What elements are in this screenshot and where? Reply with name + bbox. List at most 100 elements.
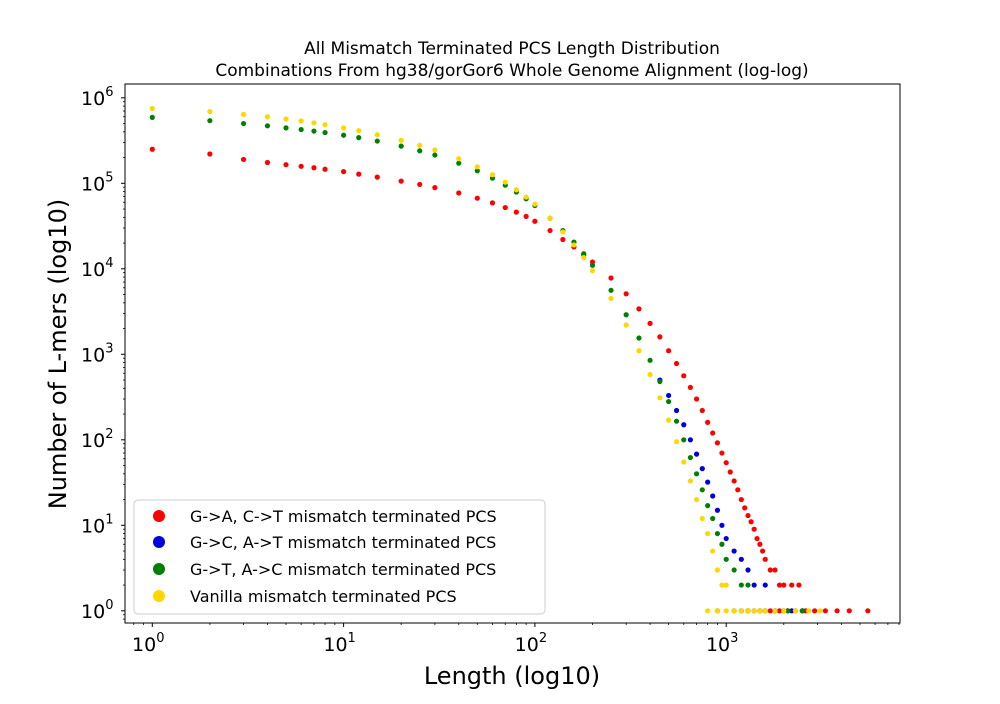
y-tick-base: 10 [81, 601, 105, 623]
data-point-series-1-58 [789, 582, 795, 588]
data-point-series-1-11 [398, 178, 404, 184]
legend-label-3: G->T, A->C mismatch terminated PCS [190, 560, 496, 579]
data-point-series-1-34 [687, 384, 694, 391]
data-point-series-1-10 [374, 174, 380, 180]
data-point-series-4-35 [693, 496, 700, 503]
legend-marker-2 [153, 536, 165, 548]
data-point-series-1-44 [735, 487, 741, 493]
x-axis-label: Length (log10) [424, 662, 600, 690]
data-point-series-1-55 [772, 567, 778, 573]
data-point-series-1-3 [264, 159, 271, 166]
data-point-series-1-67 [812, 608, 818, 614]
data-point-series-4-28 [636, 348, 642, 354]
data-point-series-1-9 [356, 171, 362, 177]
y-tick-base: 10 [81, 515, 105, 537]
data-point-series-3-13 [432, 152, 438, 158]
data-point-series-2-9 [714, 507, 721, 513]
legend-box [133, 499, 546, 615]
legend-marker-3 [153, 563, 165, 575]
data-point-series-1-6 [311, 165, 317, 171]
data-point-series-3-43 [738, 582, 744, 588]
data-point-series-2-12 [731, 548, 737, 554]
data-point-series-4-34 [687, 478, 694, 484]
data-point-series-4-9 [356, 128, 362, 134]
data-point-series-1-35 [693, 396, 700, 402]
data-point-series-3-41 [723, 556, 729, 562]
data-point-series-4-18 [513, 187, 519, 193]
data-point-series-3-14 [456, 160, 462, 166]
data-point-series-1-2 [240, 156, 247, 163]
x-tick-base: 10 [515, 634, 539, 656]
data-point-series-1-56 [776, 582, 783, 588]
data-point-series-3-40 [719, 541, 725, 547]
data-point-series-3-36 [699, 487, 705, 493]
data-point-series-1-22 [560, 236, 566, 243]
data-point-series-4-2 [240, 111, 247, 117]
data-point-series-1-54 [767, 567, 773, 573]
data-point-series-4-38 [710, 548, 716, 554]
data-point-series-4-39 [714, 567, 721, 573]
data-point-series-4-13 [432, 147, 438, 153]
y-tick-label-5: 105 [81, 170, 113, 195]
data-point-series-1-12 [417, 181, 423, 188]
data-point-series-4-44 [723, 608, 729, 614]
x-tick-label-1: 101 [323, 631, 355, 656]
x-tick-label-2: 102 [515, 631, 547, 656]
data-point-series-1-52 [760, 548, 766, 554]
y-axis-label: Number of L-mers (log10) [44, 199, 72, 509]
data-point-series-3-1 [207, 118, 213, 124]
data-point-series-2-8 [710, 493, 716, 499]
chart-title-line2: Combinations From hg38/gorGor6 Whole Gen… [215, 61, 808, 81]
data-point-series-1-0 [149, 146, 155, 152]
y-tick-label-1: 101 [81, 512, 113, 537]
data-point-series-2-2 [673, 407, 680, 414]
data-point-series-4-20 [532, 201, 538, 207]
data-point-series-1-5 [298, 163, 304, 169]
data-point-series-1-32 [673, 360, 680, 367]
data-point-series-1-53 [762, 556, 768, 562]
data-point-series-1-70 [846, 608, 852, 614]
data-point-series-4-49 [757, 608, 763, 614]
data-point-series-3-3 [264, 123, 271, 129]
y-tick-label-6: 106 [81, 85, 113, 110]
data-point-series-1-62 [767, 608, 773, 614]
data-point-series-4-7 [322, 122, 328, 128]
legend-marker-4 [153, 590, 165, 602]
data-point-series-1-18 [513, 209, 519, 215]
data-point-series-1-20 [532, 218, 538, 224]
data-point-series-4-33 [681, 459, 687, 465]
y-tick-base: 10 [81, 173, 105, 195]
data-point-series-4-24 [581, 255, 587, 261]
data-point-series-4-55 [817, 608, 823, 614]
data-point-series-1-8 [341, 169, 347, 175]
data-point-series-2-5 [693, 451, 700, 457]
data-point-series-3-2 [240, 120, 247, 127]
data-point-series-3-12 [417, 148, 423, 154]
y-tick-base: 10 [81, 430, 105, 452]
data-point-series-1-17 [502, 204, 508, 211]
data-point-series-1-46 [742, 505, 748, 511]
data-point-series-1-45 [738, 496, 744, 503]
legend-label-2: G->C, A->T mismatch terminated PCS [190, 533, 496, 552]
data-point-series-3-42 [731, 567, 737, 573]
data-point-series-3-27 [623, 312, 629, 318]
x-tick-base: 10 [706, 634, 730, 656]
data-point-series-1-59 [796, 582, 802, 588]
data-point-series-4-45 [731, 608, 737, 614]
legend: G->A, C->T mismatch terminated PCS G->C,… [133, 499, 546, 615]
x-tick-exponent: 2 [539, 631, 547, 646]
x-tick-exponent: 3 [730, 631, 738, 646]
data-point-series-4-29 [647, 371, 653, 378]
data-point-series-1-71 [865, 608, 871, 614]
data-point-series-1-57 [781, 582, 787, 588]
y-tick-exponent: 2 [105, 427, 113, 442]
data-point-series-3-28 [636, 335, 642, 341]
data-point-series-3-39 [714, 530, 721, 537]
data-point-series-1-49 [751, 526, 757, 532]
data-point-series-3-8 [341, 132, 347, 138]
data-point-series-1-7 [322, 166, 328, 172]
data-point-series-4-53 [792, 608, 799, 614]
data-point-series-1-69 [834, 608, 840, 614]
data-point-series-2-4 [687, 437, 694, 443]
